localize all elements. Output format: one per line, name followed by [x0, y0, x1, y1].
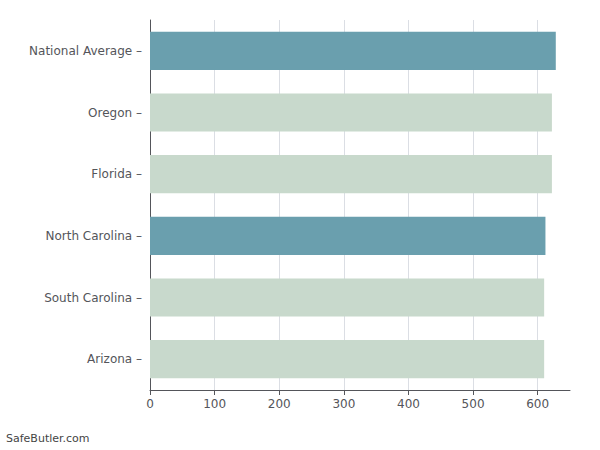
svg-text:400: 400: [397, 397, 420, 411]
svg-text:300: 300: [332, 397, 355, 411]
svg-text:Florida –: Florida –: [91, 167, 142, 181]
svg-text:South Carolina –: South Carolina –: [44, 291, 142, 305]
svg-text:North Carolina –: North Carolina –: [45, 229, 142, 243]
svg-text:600: 600: [526, 397, 549, 411]
svg-text:500: 500: [462, 397, 485, 411]
svg-text:200: 200: [268, 397, 291, 411]
svg-text:0: 0: [146, 397, 154, 411]
svg-text:SafeButler.com: SafeButler.com: [6, 432, 90, 445]
svg-text:National Average –: National Average –: [29, 44, 142, 58]
svg-text:Arizona –: Arizona –: [87, 352, 142, 366]
svg-text:Oregon –: Oregon –: [88, 106, 142, 120]
svg-text:100: 100: [203, 397, 226, 411]
